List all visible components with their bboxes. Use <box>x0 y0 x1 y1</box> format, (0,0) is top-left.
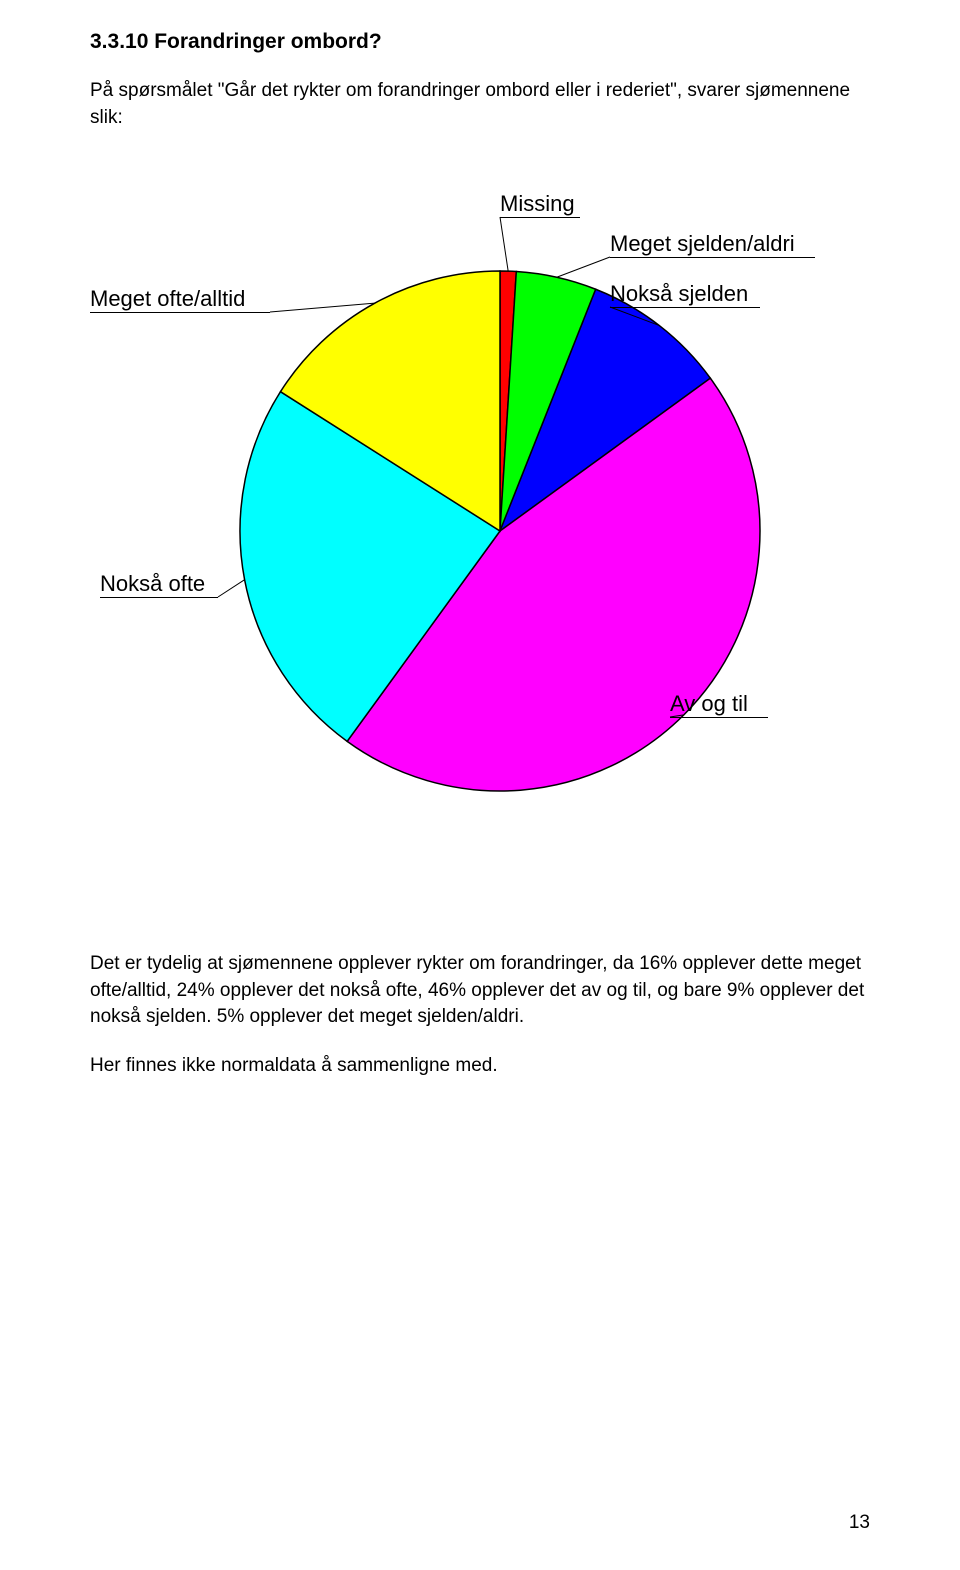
label-underline <box>670 717 768 718</box>
intro-text: På spørsmålet "Går det rykter om forandr… <box>90 78 870 131</box>
page-number: 13 <box>849 1512 870 1534</box>
summary-text: Det er tydelig at sjømennene opplever ry… <box>90 951 870 1031</box>
section-heading: 3.3.10 Forandringer ombord? <box>90 30 870 54</box>
pie-chart-container: MissingMeget sjelden/aldriNokså sjeldenA… <box>90 191 870 911</box>
label-underline <box>610 257 815 258</box>
leader-line <box>218 580 245 597</box>
leader-line <box>270 303 375 312</box>
leader-line <box>610 307 659 326</box>
pie-label: Meget ofte/alltid <box>90 286 245 312</box>
pie-label: Nokså ofte <box>100 571 205 597</box>
leader-line <box>557 257 610 277</box>
pie-label: Meget sjelden/aldri <box>610 231 795 257</box>
leader-line <box>500 217 508 271</box>
label-underline <box>610 307 760 308</box>
label-underline <box>90 312 270 313</box>
label-underline <box>100 597 218 598</box>
pie-label: Av og til <box>670 691 748 717</box>
note-text: Her finnes ikke normaldata å sammenligne… <box>90 1055 870 1077</box>
pie-label: Nokså sjelden <box>610 281 748 307</box>
